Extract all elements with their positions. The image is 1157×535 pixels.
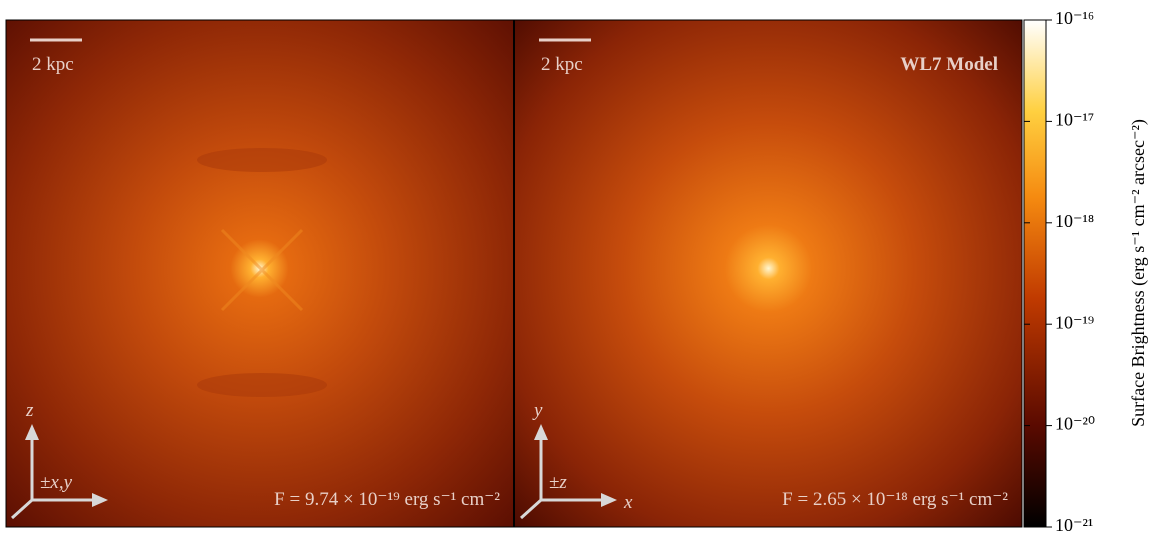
scale-label: 2 kpc (32, 54, 74, 75)
tick-label: 10⁻²⁰ (1055, 414, 1095, 434)
axis-out: ±x,y (40, 472, 73, 493)
scale-label: 2 kpc (541, 54, 583, 75)
tick-label: 10⁻¹⁹ (1055, 312, 1094, 332)
axis-up: z (25, 400, 34, 421)
colorbar (1023, 19, 1047, 528)
panel: 2 kpc F = 9.74 × 10⁻¹⁹ erg s⁻¹ cm⁻² z ±x… (6, 20, 513, 527)
panel: 2 kpc WL7 Model F = 2.65 × 10⁻¹⁸ erg s⁻¹… (515, 20, 1022, 527)
flux: F = 9.74 × 10⁻¹⁹ erg s⁻¹ cm⁻² (274, 489, 500, 510)
tick-label: 10⁻¹⁸ (1055, 211, 1094, 231)
colorbar-label: Surface Brightness (erg s⁻¹ cm⁻² arcsec⁻… (1128, 119, 1149, 427)
lobe (197, 373, 327, 397)
axis-up: y (532, 400, 543, 421)
axis-right: x (623, 492, 633, 513)
lobe (197, 148, 327, 172)
image (515, 20, 1022, 527)
frame (5, 19, 1023, 528)
tick-label: 10⁻¹⁷ (1055, 110, 1094, 130)
axes-icon (519, 424, 617, 520)
glow (220, 228, 304, 312)
tick-label: 10⁻²¹ (1055, 515, 1093, 535)
axes-icon (10, 424, 108, 520)
flux: F = 2.65 × 10⁻¹⁸ erg s⁻¹ cm⁻² (782, 489, 1008, 510)
model-label: WL7 Model (900, 54, 998, 75)
tick-label: 10⁻¹⁶ (1055, 8, 1094, 28)
axis-out: ±z (549, 472, 567, 493)
